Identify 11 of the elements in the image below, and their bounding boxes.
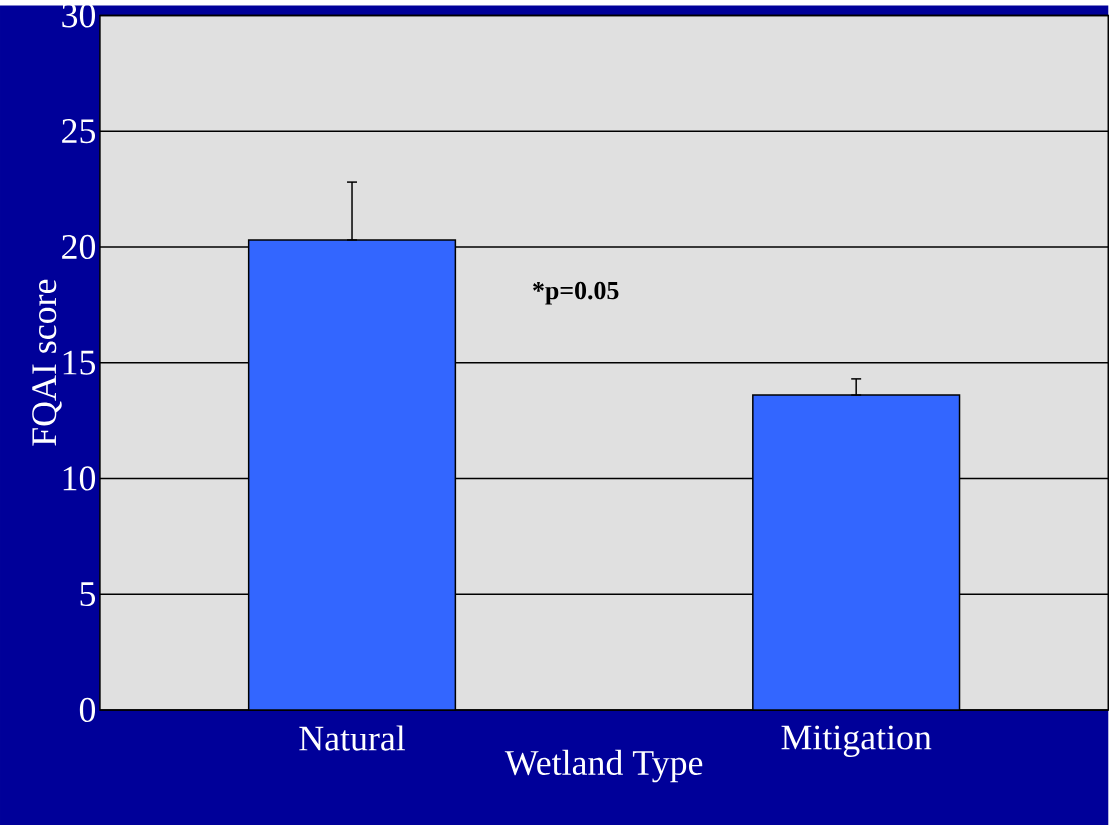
x-tick-label: Natural xyxy=(299,725,406,751)
x-tick-label: Mitigation xyxy=(781,725,932,757)
y-tick-label: 15 xyxy=(63,350,96,375)
y-axis-title: FQAI score xyxy=(32,279,62,446)
x-axis-title: Wetland Type xyxy=(504,749,703,783)
y-tick-label: 20 xyxy=(62,234,96,260)
y-tick-label: 25 xyxy=(62,119,96,144)
y-tick-label: 10 xyxy=(63,466,96,491)
y-tick-label: 0 xyxy=(79,697,96,723)
annotation: *p=0.05 xyxy=(533,281,619,305)
y-tick-label: 5 xyxy=(80,582,96,607)
